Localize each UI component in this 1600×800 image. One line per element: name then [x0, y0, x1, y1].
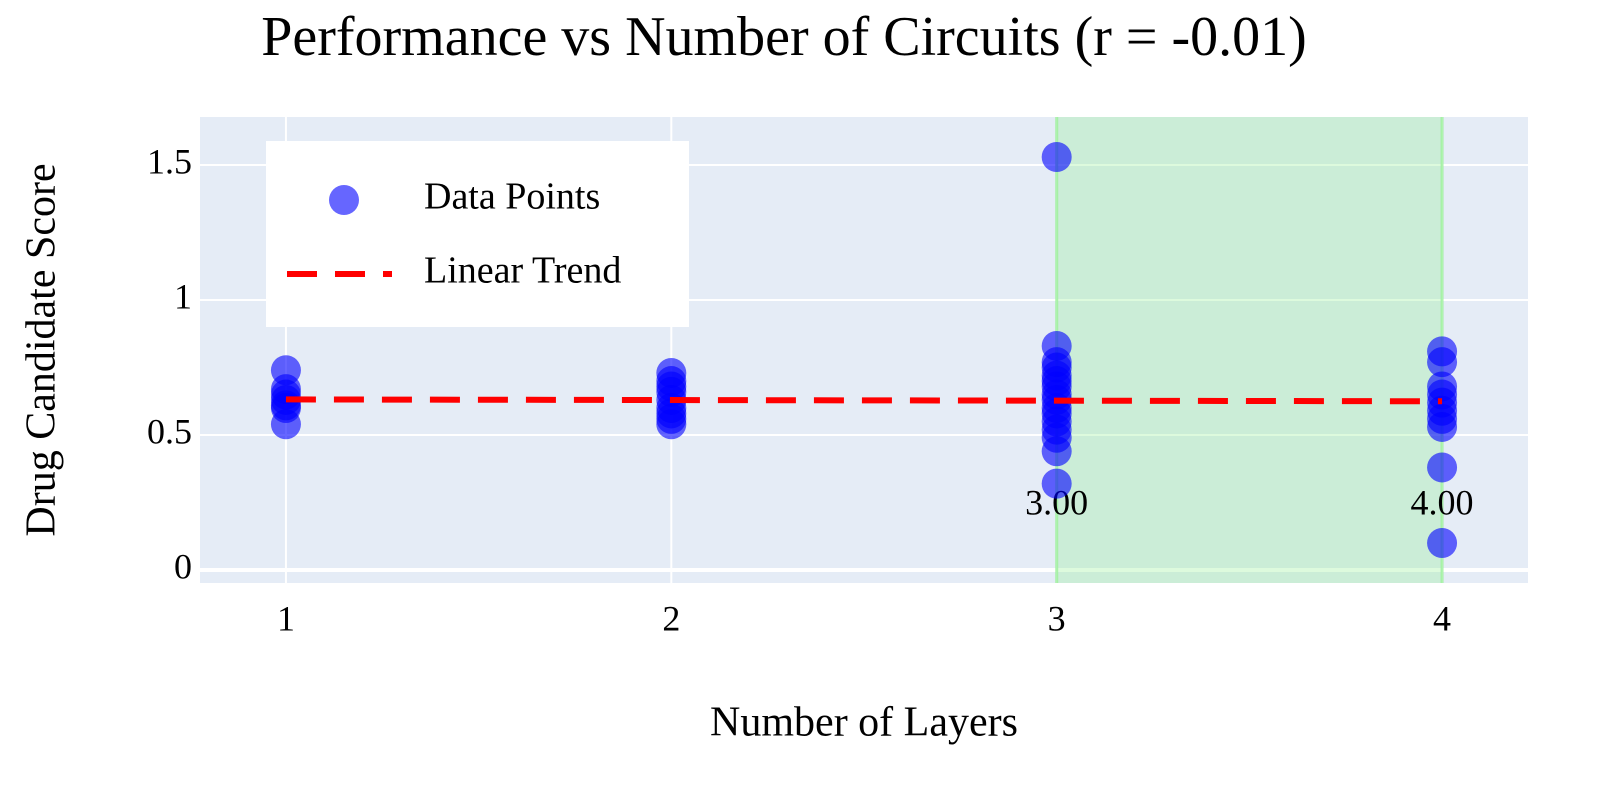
y-tick-label: 1 — [174, 276, 192, 316]
data-point — [270, 409, 301, 440]
data-point — [1041, 141, 1072, 172]
x-tick-label: 1 — [277, 598, 295, 638]
y-tick-label: 1.5 — [147, 141, 192, 181]
annotation: 4.00 — [1411, 482, 1474, 522]
x-tick-label: 4 — [1433, 598, 1451, 638]
x-tick-label: 2 — [662, 598, 680, 638]
data-point — [1427, 347, 1458, 378]
legend-label: Data Points — [424, 176, 600, 218]
x-tick-label: 3 — [1048, 598, 1066, 638]
data-point — [1427, 411, 1458, 442]
legend-label: Linear Trend — [424, 250, 621, 292]
legend-box — [266, 141, 689, 327]
trend-line — [285, 396, 1443, 405]
legend-marker — [329, 185, 359, 215]
data-point — [1041, 468, 1072, 499]
y-axis-title: Drug Candidate Score — [19, 163, 65, 536]
data-point — [1041, 436, 1072, 467]
data-point — [656, 409, 687, 440]
data-point — [1427, 452, 1458, 483]
y-tick-label: 0 — [174, 546, 192, 586]
highlight-region — [1056, 117, 1443, 583]
x-axis-title: Number of Layers — [710, 700, 1018, 746]
data-point — [1427, 528, 1458, 559]
y-tick-label: 0.5 — [147, 411, 192, 451]
chart-title: Performance vs Number of Circuits (r = -… — [261, 6, 1307, 68]
